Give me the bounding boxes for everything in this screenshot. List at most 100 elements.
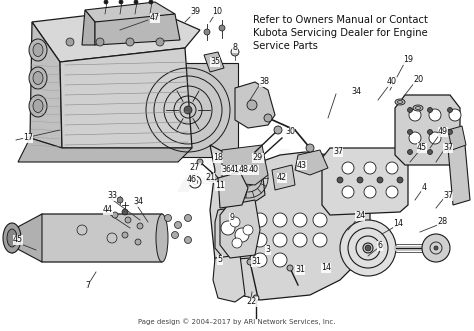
Circle shape: [126, 38, 134, 46]
Polygon shape: [32, 8, 200, 62]
Polygon shape: [204, 52, 224, 72]
Circle shape: [287, 265, 293, 271]
Text: 27: 27: [190, 164, 200, 172]
Text: 40: 40: [249, 166, 259, 174]
Circle shape: [232, 238, 242, 248]
Text: 37: 37: [443, 144, 453, 153]
Text: 41: 41: [230, 166, 240, 174]
Text: 18: 18: [213, 154, 223, 163]
Circle shape: [408, 150, 412, 155]
Text: 20: 20: [413, 75, 423, 84]
Circle shape: [293, 213, 307, 227]
Circle shape: [149, 0, 153, 4]
Circle shape: [365, 245, 371, 251]
Circle shape: [137, 223, 143, 229]
Circle shape: [112, 212, 118, 218]
Circle shape: [184, 237, 191, 244]
Text: 46: 46: [187, 175, 197, 184]
Ellipse shape: [29, 95, 47, 117]
Polygon shape: [32, 214, 162, 262]
Text: 39: 39: [190, 8, 200, 17]
Ellipse shape: [156, 214, 168, 262]
Text: 6: 6: [377, 242, 383, 251]
Circle shape: [156, 38, 164, 46]
Circle shape: [204, 29, 210, 35]
Text: 9: 9: [229, 213, 235, 222]
Circle shape: [434, 246, 438, 250]
Circle shape: [342, 162, 354, 174]
Circle shape: [253, 253, 267, 267]
Polygon shape: [218, 172, 248, 208]
Text: 29: 29: [253, 154, 263, 163]
Ellipse shape: [7, 229, 17, 247]
Circle shape: [117, 197, 123, 203]
Text: 44: 44: [103, 206, 113, 214]
Circle shape: [313, 213, 327, 227]
Circle shape: [221, 221, 235, 235]
Ellipse shape: [33, 71, 43, 84]
Circle shape: [422, 234, 450, 262]
Circle shape: [66, 38, 74, 46]
Circle shape: [364, 162, 376, 174]
Text: 45: 45: [417, 144, 427, 153]
Circle shape: [428, 150, 432, 155]
Circle shape: [174, 221, 182, 228]
Circle shape: [231, 48, 239, 56]
Circle shape: [408, 108, 412, 113]
Text: 3: 3: [265, 246, 271, 255]
Circle shape: [428, 129, 432, 134]
Polygon shape: [85, 2, 175, 22]
Text: 7: 7: [85, 281, 91, 291]
Circle shape: [264, 114, 272, 122]
Text: 21: 21: [205, 173, 215, 182]
Circle shape: [125, 217, 131, 223]
Polygon shape: [206, 173, 218, 182]
Ellipse shape: [395, 99, 405, 105]
Circle shape: [172, 231, 179, 239]
Ellipse shape: [29, 67, 47, 89]
Circle shape: [219, 25, 225, 31]
Text: 19: 19: [403, 56, 413, 65]
Text: 37: 37: [333, 148, 343, 157]
Circle shape: [397, 177, 403, 183]
Polygon shape: [322, 148, 408, 215]
Circle shape: [122, 209, 128, 215]
Circle shape: [342, 186, 354, 198]
Circle shape: [447, 129, 453, 134]
Text: 28: 28: [437, 217, 447, 226]
Text: Page design © 2004–2017 by ARI Network Services, Inc.: Page design © 2004–2017 by ARI Network S…: [138, 318, 336, 325]
Text: 10: 10: [212, 8, 222, 17]
Text: 45: 45: [13, 235, 23, 245]
Polygon shape: [295, 150, 328, 175]
Text: 35: 35: [210, 58, 220, 67]
Text: 34: 34: [133, 198, 143, 207]
Circle shape: [273, 233, 287, 247]
Polygon shape: [220, 200, 260, 258]
Circle shape: [313, 233, 327, 247]
Polygon shape: [395, 95, 460, 165]
Text: ARI: ARI: [181, 147, 293, 204]
Polygon shape: [272, 165, 295, 190]
Circle shape: [122, 232, 128, 238]
Circle shape: [428, 108, 432, 113]
Circle shape: [293, 233, 307, 247]
Polygon shape: [222, 145, 268, 185]
Text: 31: 31: [251, 258, 261, 266]
Polygon shape: [178, 63, 238, 157]
Circle shape: [340, 220, 396, 276]
Polygon shape: [228, 148, 265, 205]
Circle shape: [253, 213, 267, 227]
Text: 33: 33: [107, 192, 117, 201]
Circle shape: [197, 159, 203, 165]
Circle shape: [104, 0, 108, 4]
Text: 8: 8: [233, 43, 237, 53]
Circle shape: [429, 132, 441, 144]
Circle shape: [243, 225, 253, 235]
Ellipse shape: [413, 105, 423, 111]
Text: 48: 48: [239, 166, 249, 174]
Circle shape: [253, 233, 267, 247]
Text: 17: 17: [23, 133, 33, 143]
Circle shape: [409, 109, 421, 121]
Circle shape: [134, 0, 138, 4]
Text: 5: 5: [218, 256, 223, 264]
